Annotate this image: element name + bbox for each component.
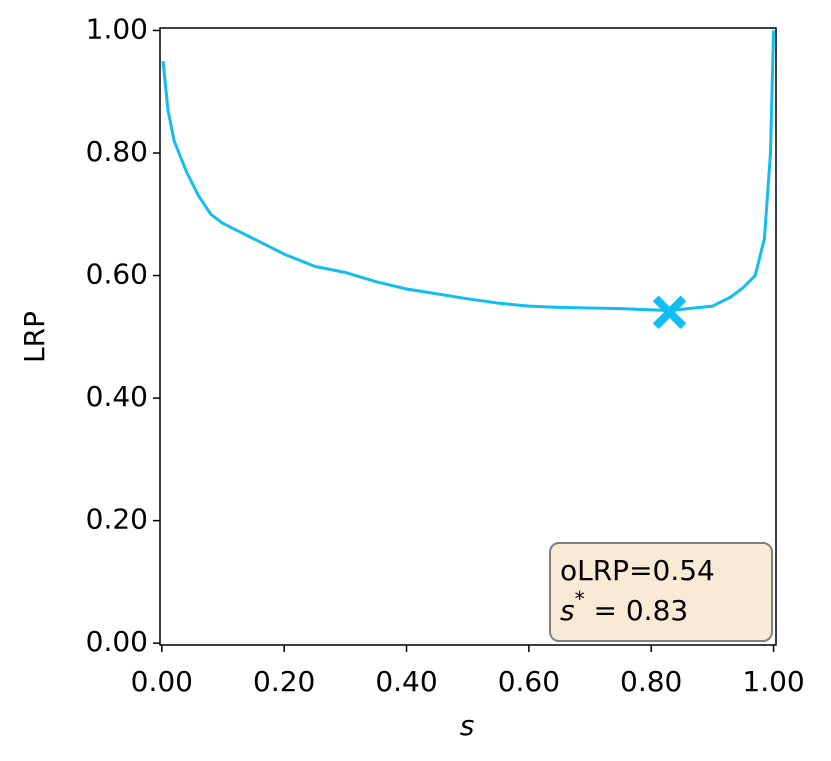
y-axis-label: LRP (18, 311, 51, 363)
x-tick-label: 0.40 (375, 665, 437, 698)
y-tick-label: 1.00 (86, 12, 148, 45)
y-tick-label: 0.20 (86, 503, 148, 536)
y-tick-label: 0.00 (86, 625, 148, 658)
annotation-value: = 0.83 (585, 594, 689, 627)
line (161, 30, 776, 312)
x-axis-label: s (460, 709, 475, 742)
y-tick-label: 0.80 (86, 135, 148, 168)
annotation-symbol: s (560, 594, 575, 627)
annotation-superscript: * (575, 587, 585, 611)
annotation: oLRP=0.54 (560, 554, 715, 587)
y-tick-label: 0.60 (86, 258, 148, 291)
marker (652, 295, 687, 329)
x-tick-label: 1.00 (742, 665, 804, 698)
axes-frame (159, 27, 777, 646)
y-tick-label: 0.40 (86, 380, 148, 413)
annotation-box (549, 542, 773, 642)
x-tick-label: 0.00 (131, 665, 193, 698)
x-tick-label: 0.60 (498, 665, 560, 698)
x-tick-label: 0.80 (620, 665, 682, 698)
x-tick-label: 0.20 (253, 665, 315, 698)
annotation: s* = 0.83 (560, 587, 688, 628)
